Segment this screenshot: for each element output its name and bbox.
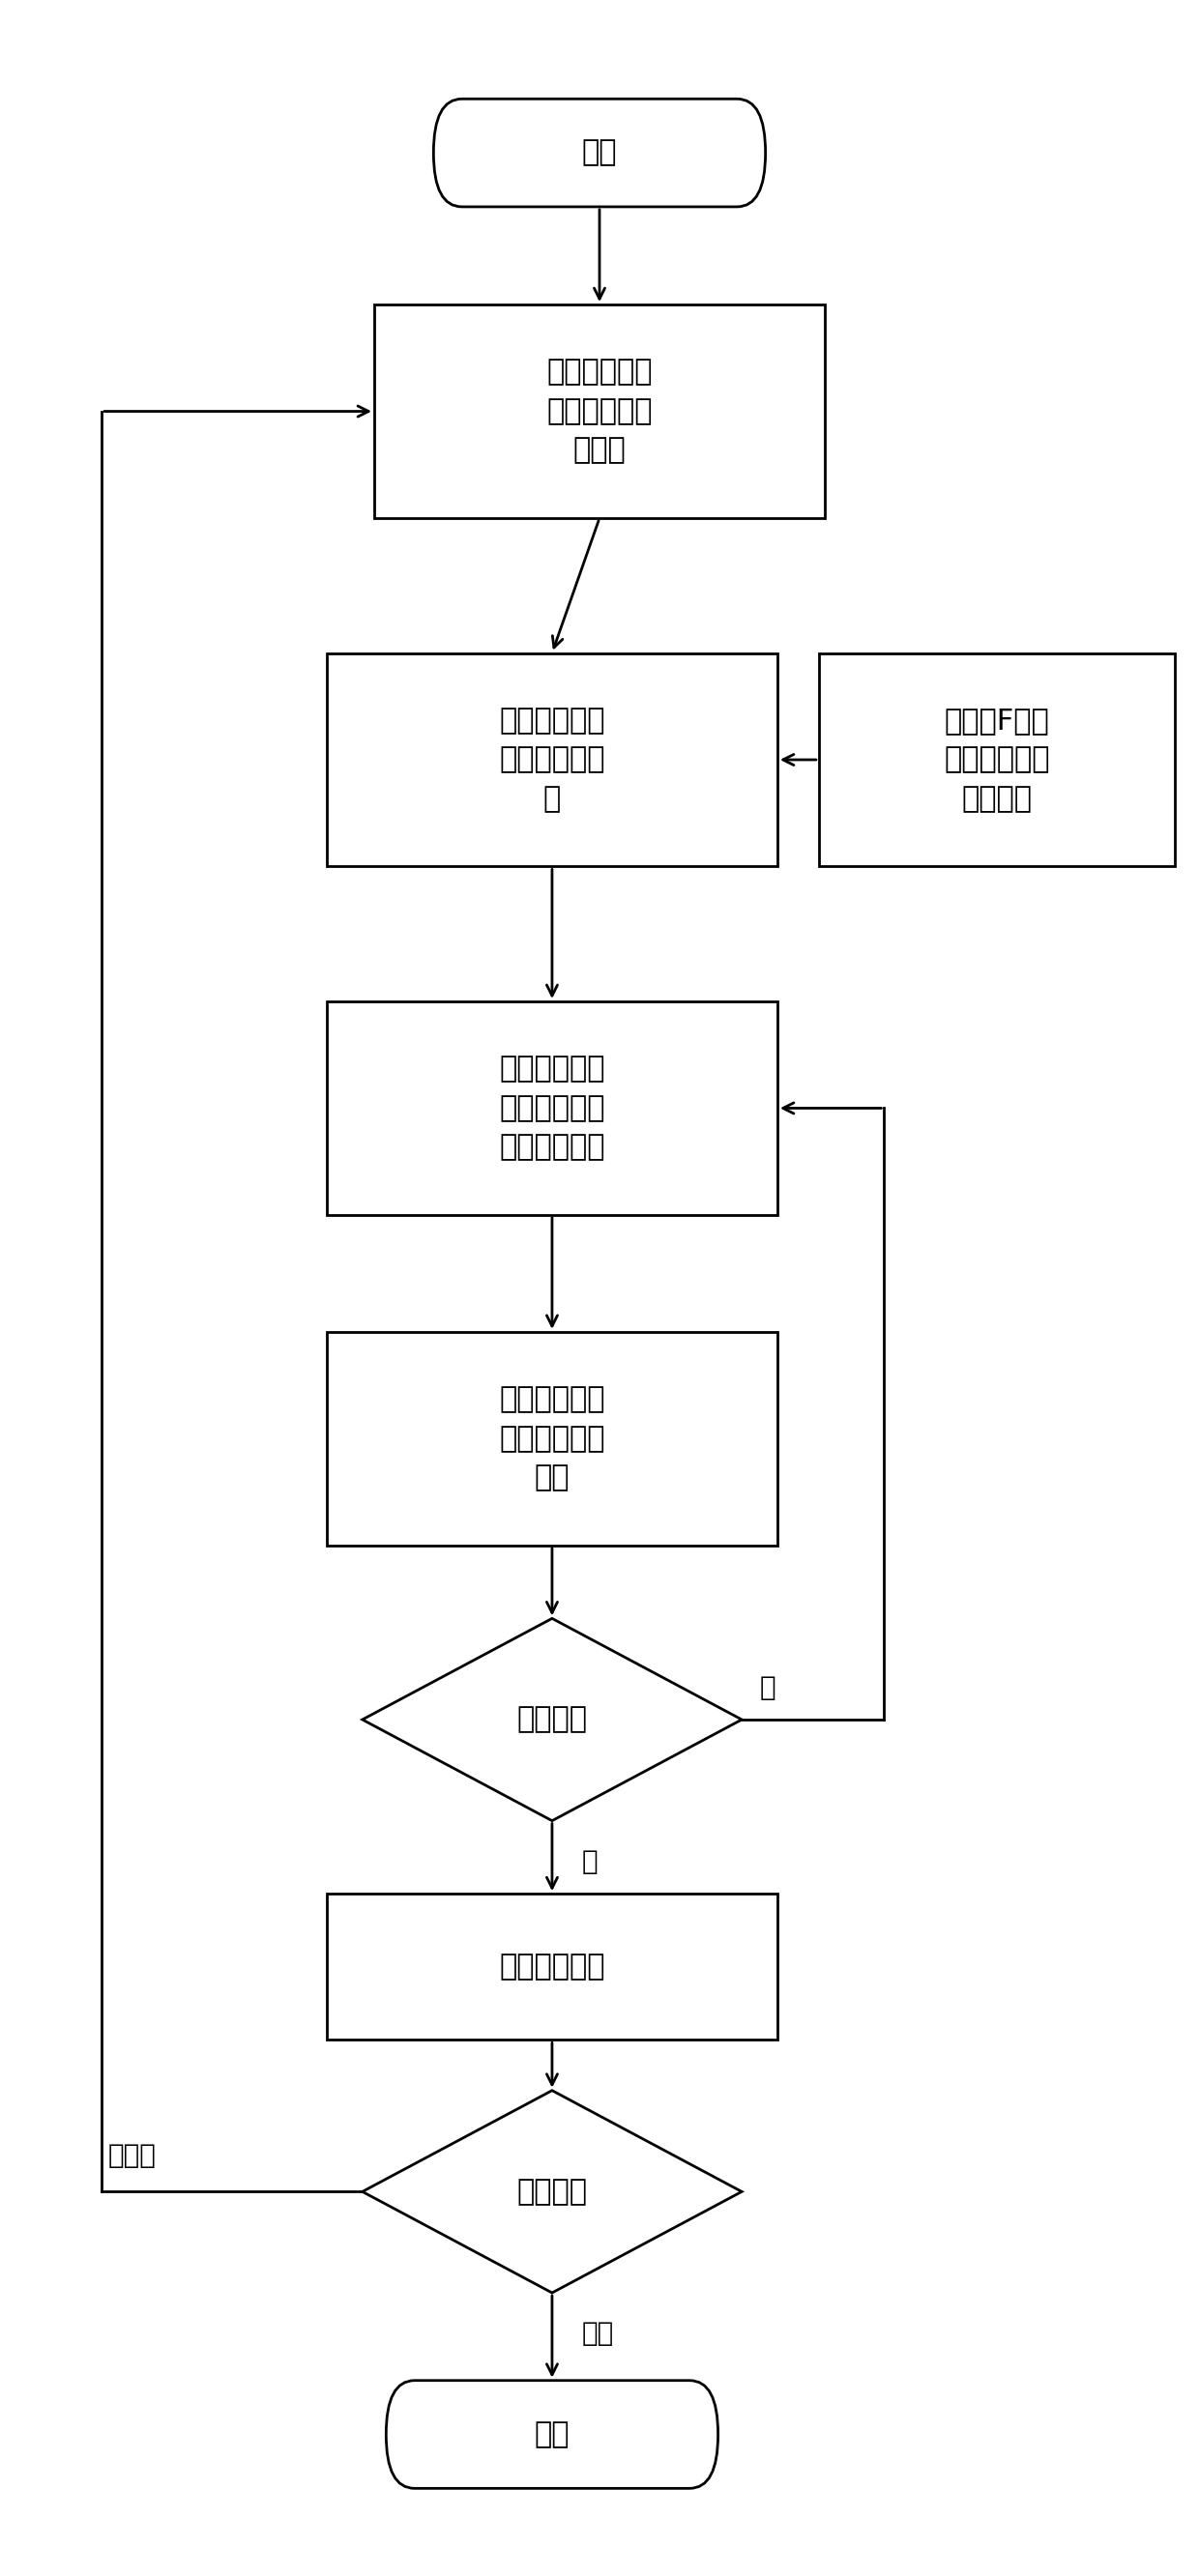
Bar [327,652,777,866]
Text: 最小方差自校
正控制器进行
控制: 最小方差自校 正控制器进行 控制 [499,1386,605,1492]
Text: 控制要求: 控制要求 [517,2177,588,2205]
Bar [374,304,825,518]
Text: 残差的F检验
法离线辨识模
型的阶次: 残差的F检验 法离线辨识模 型的阶次 [944,706,1049,814]
Text: 递推最小二乘
遗忘因子在线
辨识模型参数: 递推最小二乘 遗忘因子在线 辨识模型参数 [499,1056,605,1162]
FancyBboxPatch shape [434,98,765,206]
Polygon shape [362,2092,742,2293]
Text: 否: 否 [759,1674,776,1703]
Text: 开始: 开始 [582,139,617,167]
Bar [327,1893,777,2040]
Bar [327,1332,777,1546]
FancyBboxPatch shape [386,2380,718,2488]
Text: 实验结束: 实验结束 [517,1705,588,1734]
Text: 平均电流与进
给速度模型辨
识: 平均电流与进 给速度模型辨 识 [499,706,605,814]
Polygon shape [362,1618,742,1821]
Text: 实验法建立放
电间隙拟合解
析模型: 实验法建立放 电间隙拟合解 析模型 [547,358,652,464]
Bar [327,1002,777,1216]
Text: 是: 是 [582,1847,598,1875]
Text: 分析控制效果: 分析控制效果 [499,1953,605,1981]
Text: 不满足: 不满足 [108,2143,156,2169]
Bar [819,652,1175,866]
Text: 满足: 满足 [582,2321,614,2347]
Text: 结束: 结束 [535,2421,570,2447]
